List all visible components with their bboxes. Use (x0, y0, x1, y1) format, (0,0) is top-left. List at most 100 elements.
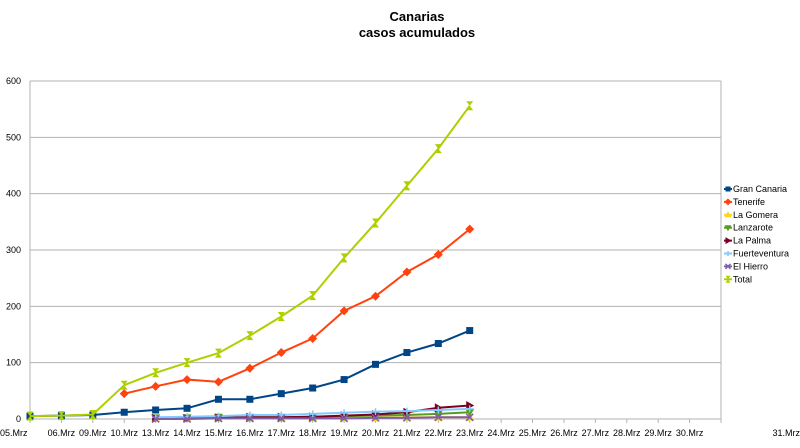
data-point (214, 348, 222, 358)
series-total (26, 101, 474, 421)
data-point (245, 414, 254, 423)
x-tick-label: 05.Mrz (0, 428, 28, 438)
data-point (434, 413, 443, 422)
legend-label: La Gomera (733, 210, 778, 220)
x-tick-label: 18.Mrz (299, 428, 327, 438)
x-tick-label: 28.Mrz (613, 428, 641, 438)
legend: Gran Canaria Tenerife La Gomera Lanzarote La… (724, 184, 789, 284)
data-point (402, 267, 412, 277)
data-point (277, 311, 285, 321)
data-point (372, 360, 379, 368)
legend-item: La Palma (724, 236, 771, 246)
x-tick-label: 10.Mrz (110, 428, 138, 438)
data-point (309, 384, 317, 392)
y-tick-label: 300 (6, 245, 21, 255)
gridlines (30, 80, 721, 420)
x-tick-label: 20.Mrz (362, 428, 390, 438)
data-point (725, 237, 732, 245)
data-point (276, 348, 286, 358)
x-tick-label: 24.Mrz (487, 428, 515, 438)
legend-item: Gran Canaria (724, 184, 787, 194)
data-point (372, 218, 379, 228)
y-tick-label: 200 (6, 301, 21, 311)
x-tick-label: 30.Mrz (676, 428, 704, 438)
series-gran-canaria (26, 327, 474, 420)
legend-item: Total (724, 274, 752, 284)
series-el-hierro (151, 413, 474, 424)
data-point (340, 253, 348, 263)
data-point (725, 186, 731, 192)
legend-label: Total (733, 274, 752, 284)
data-point (465, 408, 475, 417)
chart-subtitle: casos acumulados (359, 25, 475, 40)
x-tick-label: 13.Mrz (142, 428, 170, 438)
x-tick-label: 29.Mrz (644, 428, 672, 438)
data-point (433, 250, 443, 260)
data-point (152, 406, 160, 414)
data-point (433, 410, 443, 419)
legend-item: Fuerteventura (724, 249, 789, 259)
series-line (29, 329, 471, 418)
data-point (277, 414, 286, 423)
legend-label: Lanzarote (733, 223, 773, 233)
data-point (724, 198, 732, 206)
data-point (340, 414, 349, 423)
data-point (340, 376, 348, 384)
data-point (213, 377, 223, 387)
data-point (434, 340, 442, 348)
data-point (245, 363, 255, 373)
series-lines (26, 101, 475, 424)
series-tenerife (119, 224, 475, 399)
data-point (214, 414, 223, 423)
series-line (29, 105, 471, 418)
data-point (403, 181, 411, 191)
legend-label: Tenerife (733, 197, 765, 207)
x-tick-label: 31.Mrz (772, 428, 800, 438)
y-tick-label: 600 (6, 76, 21, 86)
data-point (57, 411, 65, 421)
series-line (124, 228, 471, 395)
data-point (214, 395, 222, 403)
legend-item: Lanzarote (724, 223, 773, 233)
x-tick-label: 14.Mrz (173, 428, 201, 438)
data-point (151, 414, 160, 424)
x-axis-ticks: 05.Mrz 06.Mrz 09.Mrz 10.Mrz 13.Mrz 14.Mrz 15.M… (0, 419, 800, 438)
data-point (89, 409, 97, 419)
y-tick-label: 500 (6, 132, 21, 142)
x-tick-label: 26.Mrz (550, 428, 578, 438)
plot-area (29, 81, 722, 419)
data-point (120, 408, 128, 416)
data-point (183, 404, 191, 412)
data-point (26, 411, 34, 421)
data-point (246, 395, 254, 403)
data-point (724, 263, 732, 270)
data-point (152, 368, 160, 378)
legend-label: El Hierro (733, 261, 768, 271)
data-point (339, 306, 349, 316)
legend-item: El Hierro (724, 261, 768, 271)
data-point (465, 413, 474, 422)
x-tick-label: 19.Mrz (330, 428, 358, 438)
data-point (119, 389, 129, 399)
data-point (371, 291, 380, 301)
data-point (371, 413, 380, 422)
x-tick-label: 21.Mrz (393, 428, 421, 438)
x-tick-label: 16.Mrz (236, 428, 264, 438)
data-point (725, 275, 731, 283)
y-axis-ticks: 0 100 200 300 400 500 600 (6, 76, 21, 424)
data-point (466, 101, 474, 111)
legend-label: Fuerteventura (733, 249, 789, 259)
x-tick-label: 22.Mrz (425, 428, 453, 438)
data-point (308, 333, 318, 343)
data-point (402, 413, 411, 422)
y-tick-label: 400 (6, 189, 21, 199)
x-tick-label: 25.Mrz (519, 428, 547, 438)
data-point (724, 211, 732, 218)
x-tick-label: 09.Mrz (79, 428, 107, 438)
data-point (183, 358, 191, 368)
data-point (308, 414, 317, 423)
data-point (151, 381, 161, 391)
data-point (466, 327, 474, 335)
data-point (724, 225, 732, 232)
